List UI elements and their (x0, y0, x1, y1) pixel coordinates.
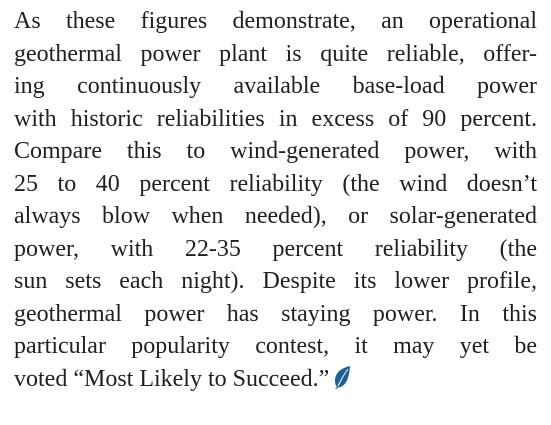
line-text: particular popularity contest, it may ye… (14, 333, 537, 359)
text-line: As these figures demonstrate, an operati… (14, 5, 537, 38)
paragraph: As these figures demonstrate, an operati… (14, 5, 537, 395)
text-line: particular popularity contest, it may ye… (14, 330, 537, 363)
text-line: 25 to 40 percent reliability (the wind d… (14, 168, 537, 201)
line-text: always blow when needed), or solar-gener… (14, 203, 537, 229)
text-line: geothermal power has staying power. In t… (14, 298, 537, 331)
line-text: with historic reliabilities in excess of… (14, 105, 537, 132)
text-line: always blow when needed), or solar-gener… (14, 200, 537, 233)
leaf-icon (335, 365, 351, 389)
text-line: Compare this to wind-generated power, wi… (14, 135, 537, 168)
line-text: Compare this to wind-generated power, wi… (14, 138, 537, 164)
text-line: sun sets each night). Despite its lower … (14, 265, 537, 298)
text-line: with historic reliabilities in excess of… (14, 103, 537, 136)
text-line: ing continuously available base-load pow… (14, 70, 537, 103)
line-text: ing continuously available base-load pow… (14, 73, 537, 99)
line-text: geothermal power has staying power. In t… (14, 300, 537, 327)
text-line: geothermal power plant is quite reliable… (14, 38, 537, 71)
line-text: geothermal power plant is quite reliable… (14, 40, 537, 67)
line-text: power, with 22-35 percent reliability (t… (14, 235, 537, 262)
line-text: 25 to 40 percent reliability (the wind d… (14, 170, 537, 197)
line-text: sun sets each night). Despite its lower … (14, 268, 537, 294)
line-text: voted “Most Likely to Succeed.” (14, 365, 330, 392)
text-line: voted “Most Likely to Succeed.” (14, 363, 537, 396)
leaf-vein (337, 368, 349, 386)
text-line: power, with 22-35 percent reliability (t… (14, 233, 537, 266)
line-text: As these figures demonstrate, an operati… (14, 8, 537, 34)
